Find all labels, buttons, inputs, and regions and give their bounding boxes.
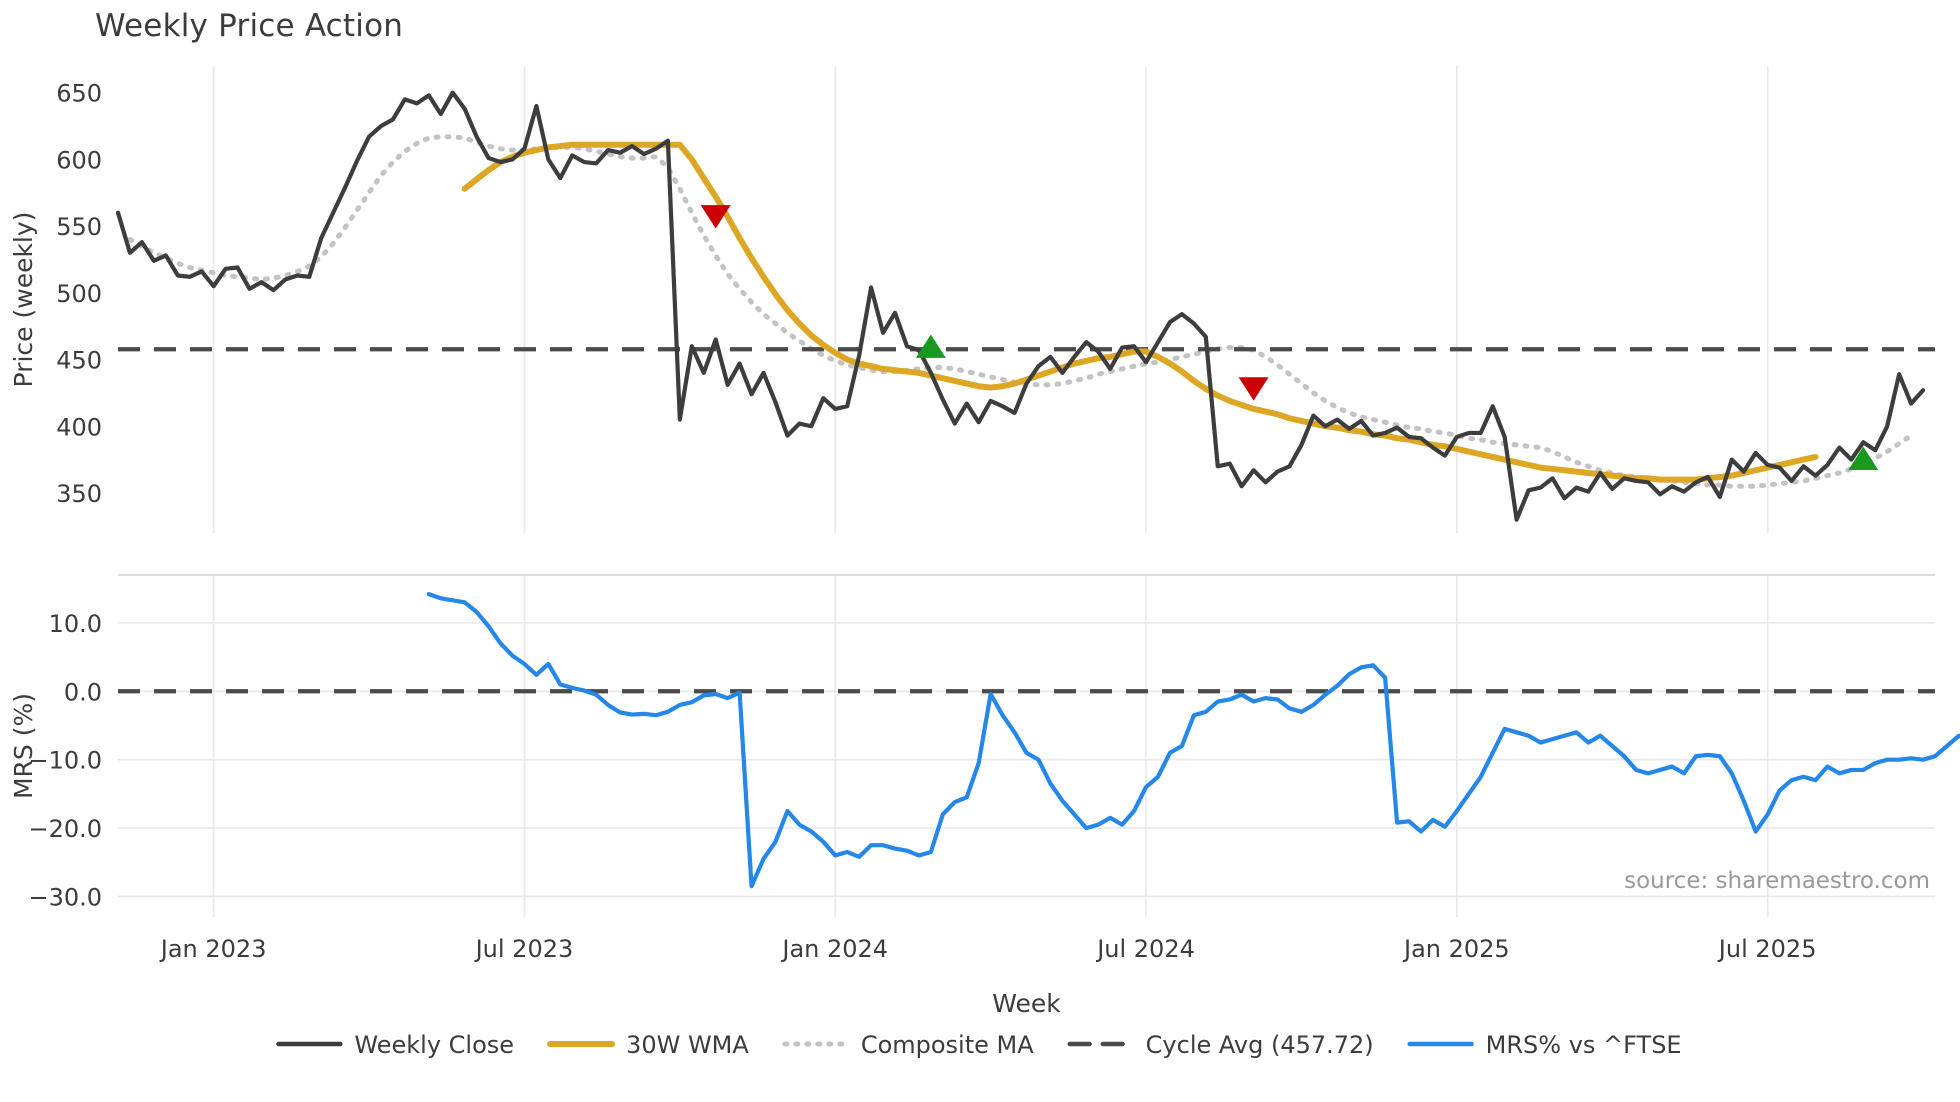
mrs-ytick-label-2: −10.0 [28, 747, 102, 775]
legend-label-0: Weekly Close [354, 1031, 514, 1059]
xtick-label-2: Jan 2024 [780, 935, 888, 963]
sell-signal-marker-0 [700, 205, 731, 229]
legend-item-weekly-close[interactable]: Weekly Close [276, 1031, 514, 1059]
price-ytick-label-5: 600 [56, 146, 102, 174]
xtick-label-0: Jan 2023 [159, 935, 267, 963]
legend-item-mrs-vs-ftse[interactable]: MRS% vs ^FTSE [1407, 1031, 1682, 1059]
legend-label-4: MRS% vs ^FTSE [1486, 1031, 1682, 1059]
xtick-label-5: Jul 2025 [1717, 935, 1817, 963]
mrs-ytick-label-0: −30.0 [28, 883, 102, 911]
mrs-ytick-label-4: 10.0 [49, 610, 102, 638]
mrs-ytick-label-3: 0.0 [64, 678, 102, 706]
buy-signal-marker-3 [1848, 446, 1879, 470]
price-ytick-label-1: 400 [56, 413, 102, 441]
price-ytick-label-3: 500 [56, 280, 102, 308]
xtick-label-4: Jan 2025 [1402, 935, 1510, 963]
buy-signal-marker-1 [915, 334, 946, 358]
legend-item-cycle-avg-457-72[interactable]: Cycle Avg (457.72) [1067, 1031, 1374, 1059]
price-ytick-label-0: 350 [56, 480, 102, 508]
legend-label-3: Cycle Avg (457.72) [1146, 1031, 1374, 1059]
price-ytick-label-4: 550 [56, 213, 102, 241]
price-ytick-label-2: 450 [56, 347, 102, 375]
series-30w-wma [461, 141, 1819, 483]
price-ytick-label-6: 650 [56, 80, 102, 108]
legend-item-30w-wma[interactable]: 30W WMA [547, 1031, 749, 1059]
series-mrs-percent [426, 592, 1960, 889]
legend-label-2: Composite MA [861, 1031, 1034, 1059]
price-axis-title: Price (weekly) [9, 212, 38, 388]
x-axis-title: Week [992, 989, 1061, 1018]
legend-label-1: 30W WMA [626, 1031, 749, 1059]
page-title: Weekly Price Action [95, 8, 404, 44]
source-watermark: source: sharemaestro.com [1624, 868, 1930, 894]
xtick-label-1: Jul 2023 [474, 935, 574, 963]
series-composite-ma [127, 134, 1914, 489]
xtick-label-3: Jul 2024 [1095, 935, 1195, 963]
mrs-axis-title: MRS (%) [9, 693, 38, 799]
series-weekly-close [115, 90, 1926, 522]
sell-signal-marker-2 [1238, 377, 1269, 401]
legend-item-composite-ma[interactable]: Composite MA [782, 1031, 1034, 1059]
mrs-ytick-label-1: −20.0 [28, 815, 102, 843]
